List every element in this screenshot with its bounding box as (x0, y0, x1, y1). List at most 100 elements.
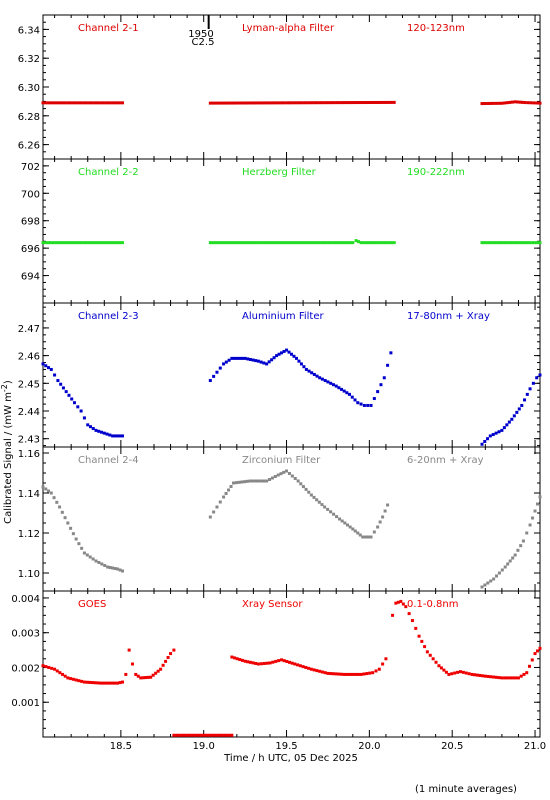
data-point (345, 241, 349, 245)
data-point (323, 505, 327, 509)
data-point (353, 398, 357, 402)
data-point (63, 241, 67, 245)
data-point (332, 512, 336, 516)
data-point (376, 525, 380, 529)
data-point (383, 509, 387, 513)
data-point (266, 101, 270, 105)
data-point (118, 434, 122, 438)
data-point (97, 429, 101, 433)
data-point (214, 241, 218, 245)
data-point (483, 583, 487, 587)
data-point (105, 432, 109, 436)
data-point (334, 672, 338, 676)
y-tick-label: 2.46 (18, 352, 40, 363)
data-point (356, 401, 360, 405)
data-point (348, 101, 352, 105)
data-point (535, 241, 539, 245)
data-point (494, 101, 498, 105)
data-point (280, 101, 284, 105)
data-point (523, 398, 527, 402)
data-point (63, 101, 67, 105)
data-point (90, 101, 94, 105)
data-point (49, 491, 53, 495)
data-point (238, 658, 242, 662)
data-point (519, 674, 523, 678)
data-point (60, 510, 64, 514)
data-point (505, 241, 509, 245)
data-point (44, 364, 48, 368)
data-point (255, 101, 259, 105)
data-point (47, 489, 51, 493)
data-point (88, 555, 92, 559)
data-point (270, 358, 274, 362)
data-point (271, 101, 275, 105)
data-point (259, 662, 263, 666)
data-point (139, 676, 143, 680)
data-point (68, 241, 72, 245)
data-point (230, 241, 234, 245)
data-point (202, 733, 206, 737)
y-tick-label: 0.004 (11, 594, 40, 605)
data-point (315, 101, 319, 105)
data-point (510, 100, 514, 104)
data-point (241, 241, 245, 245)
data-point (497, 571, 501, 575)
data-point (228, 101, 232, 105)
data-point (275, 354, 279, 358)
data-point (392, 100, 396, 104)
data-point (44, 665, 48, 669)
data-point (444, 670, 448, 674)
data-point (53, 373, 57, 377)
data-point (302, 365, 306, 369)
data-point (318, 241, 322, 245)
panel-label: Xray Sensor (242, 599, 303, 610)
data-point (290, 474, 294, 478)
data-point (224, 492, 228, 495)
data-point (249, 101, 253, 105)
data-point (533, 652, 537, 656)
data-point (279, 472, 283, 476)
data-point (82, 241, 86, 245)
data-point (486, 437, 490, 441)
data-point (290, 661, 294, 665)
data-point (41, 241, 45, 245)
data-point (251, 358, 255, 362)
data-point (180, 733, 184, 737)
data-point (211, 241, 215, 245)
data-point (262, 361, 266, 365)
data-point (486, 101, 490, 105)
data-point (317, 500, 321, 504)
data-point (149, 675, 153, 679)
data-point (329, 101, 333, 105)
data-point (288, 101, 292, 105)
data-point (243, 480, 247, 484)
data-point (378, 100, 382, 104)
data-point (321, 101, 325, 105)
data-point (533, 509, 537, 513)
data-point (146, 675, 150, 679)
data-point (49, 101, 53, 105)
data-point (368, 101, 372, 105)
data-point (277, 101, 281, 105)
data-point (285, 348, 289, 352)
data-point (239, 101, 243, 105)
data-point (104, 241, 108, 245)
data-point (282, 241, 286, 245)
data-point (274, 241, 278, 245)
panel-label: Channel 2-4 (78, 455, 139, 466)
y-tick-label: 0.003 (11, 629, 40, 640)
y-tick-label: 6.30 (18, 83, 40, 94)
data-point (368, 671, 372, 675)
data-point (299, 482, 303, 486)
data-point (362, 672, 366, 676)
data-point (268, 661, 272, 665)
data-point (337, 386, 341, 390)
data-point (525, 392, 529, 396)
data-point (288, 241, 292, 245)
data-point (301, 485, 305, 489)
data-point (243, 659, 247, 663)
panel-4: 1.10 1.12 1.14 1.16 Channel 2-4 Zirconium Fil… (18, 446, 542, 592)
data-point (63, 516, 67, 520)
data-point (216, 733, 220, 737)
data-point (508, 100, 512, 104)
